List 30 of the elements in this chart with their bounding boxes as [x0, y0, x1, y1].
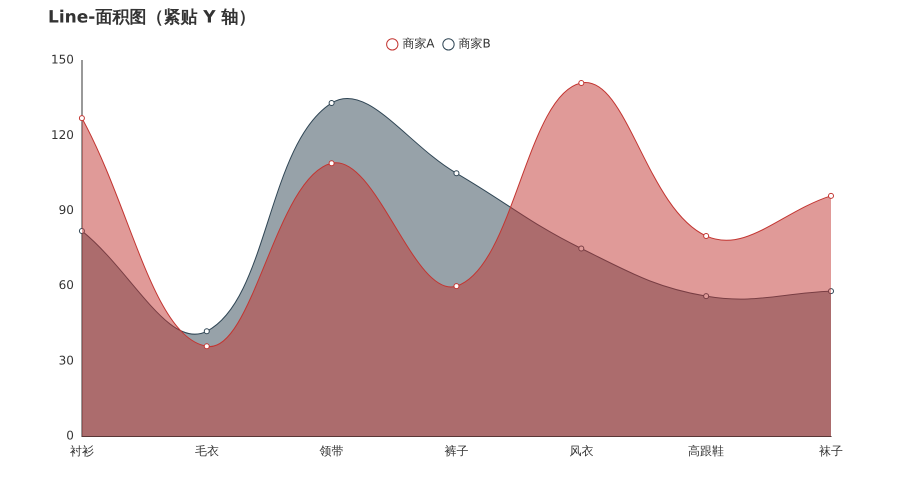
- point: [828, 192, 834, 199]
- point: [453, 170, 460, 176]
- point: [78, 228, 85, 234]
- y-tick-label: 60: [58, 278, 74, 292]
- y-tick-label: 150: [51, 52, 74, 67]
- x-tick-label: 裤子: [444, 444, 468, 458]
- point: [578, 80, 584, 86]
- point: [328, 160, 335, 166]
- point: [453, 283, 460, 290]
- x-tick-label: 风衣: [569, 444, 594, 458]
- point: [204, 343, 210, 350]
- point: [204, 328, 210, 334]
- point: [828, 288, 834, 294]
- x-tick-label: 领带: [320, 444, 344, 458]
- point: [78, 115, 85, 122]
- point: [703, 293, 710, 300]
- legend-label: 商家B: [458, 36, 491, 51]
- x-tick-label: 衬衫: [70, 444, 94, 458]
- legend-label: 商家A: [402, 36, 436, 51]
- point: [578, 246, 584, 252]
- x-tick-label: 袜子: [819, 444, 843, 458]
- point: [328, 100, 335, 106]
- y-tick-label: 120: [51, 128, 74, 142]
- y-tick-label: 30: [58, 353, 74, 368]
- point: [703, 232, 710, 239]
- x-tick-label: 毛衣: [194, 444, 219, 458]
- chart-title: Line-面积图（紧贴 Y 轴）: [48, 8, 256, 28]
- y-tick-label: 0: [66, 428, 74, 443]
- y-tick-label: 90: [58, 203, 74, 218]
- x-tick-label: 高跟鞋: [688, 444, 724, 458]
